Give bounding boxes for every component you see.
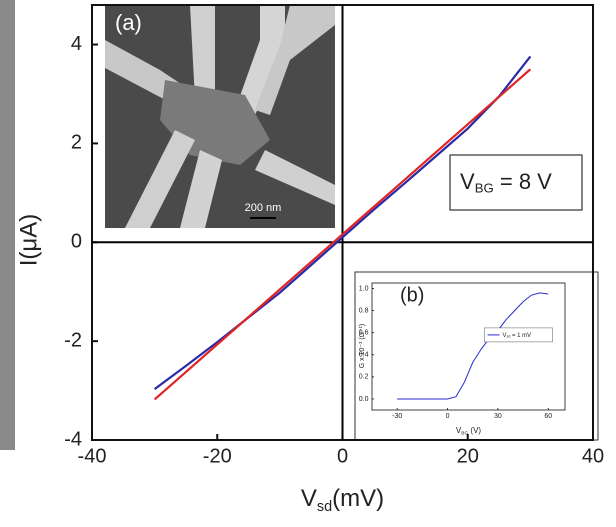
x-tick-label: 0 bbox=[446, 413, 450, 420]
y-tick-label: 0 bbox=[71, 231, 82, 253]
y-axis-label: I(μA) bbox=[15, 214, 42, 267]
x-tick-label: 0 bbox=[337, 445, 348, 467]
gate-voltage-rest: = 8 V bbox=[494, 169, 552, 194]
x-tick-label: 60 bbox=[544, 413, 552, 420]
y-tick-label: 4 bbox=[71, 33, 82, 55]
sem-image bbox=[105, 5, 335, 228]
y-tick-label: -2 bbox=[64, 329, 82, 351]
y-tick-label: 0.0 bbox=[359, 396, 369, 403]
y-tick-label: 0.2 bbox=[359, 374, 369, 381]
x-axis-label: Vsd(mV) bbox=[301, 485, 384, 515]
x-tick-label: 30 bbox=[494, 413, 502, 420]
y-tick-label: 2 bbox=[71, 132, 82, 154]
gate-voltage-main: V bbox=[460, 169, 475, 194]
y-tick-label: 0.8 bbox=[359, 307, 369, 314]
x-tick-label: 20 bbox=[457, 445, 479, 467]
x-axis-label-main: V bbox=[301, 485, 317, 512]
x-tick-label: -20 bbox=[203, 445, 232, 467]
x-axis-label-rest: (mV) bbox=[332, 485, 384, 512]
figure: -40-2002040-4-2024Vsd(mV)I(μA)(a)200 nmV… bbox=[0, 0, 616, 527]
y-tick-label: 1.0 bbox=[359, 285, 369, 292]
panel-label: (b) bbox=[400, 284, 424, 306]
x-axis-label: VBG (V) bbox=[456, 426, 482, 437]
x-axis-label-sub: sd bbox=[317, 499, 332, 515]
y-tick-label: -4 bbox=[64, 428, 82, 450]
legend-label-rest: = 1 mV bbox=[510, 332, 531, 338]
scale-bar-label: 200 nm bbox=[245, 202, 282, 214]
x-axis-label-rest: (V) bbox=[468, 426, 481, 435]
gate-voltage-sub: BG bbox=[475, 181, 494, 196]
panel-label: (a) bbox=[115, 10, 142, 35]
x-tick-label: 40 bbox=[582, 445, 604, 467]
y-axis-label: G x 10⁻³ (Ω⁻¹) bbox=[359, 324, 366, 369]
x-tick-label: -30 bbox=[392, 413, 402, 420]
cropped-image-edge bbox=[0, 0, 15, 450]
gate-voltage: VBG = 8 V bbox=[460, 169, 552, 196]
